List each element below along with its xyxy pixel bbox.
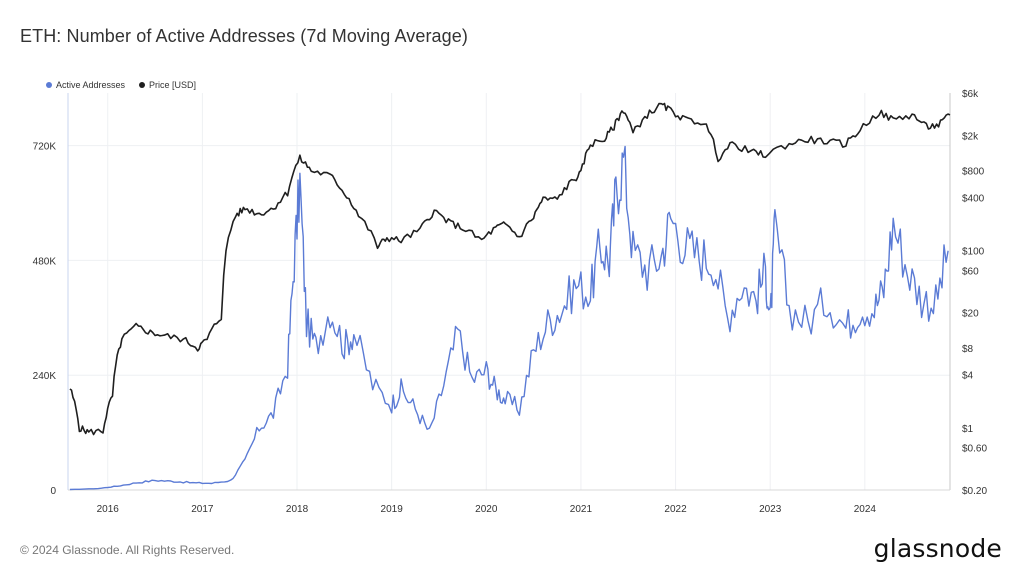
right-tick-label: $100 [962, 247, 985, 258]
left-tick-label: 240K [33, 371, 57, 382]
legend-dot-active-addresses [46, 82, 52, 88]
glassnode-logo: glassnode [873, 534, 1002, 563]
chart-title: ETH: Number of Active Addresses (7d Movi… [20, 26, 468, 46]
chart-legend: Active Addresses Price [USD] [46, 80, 196, 90]
right-tick-label: $6k [962, 89, 979, 100]
right-tick-label: $1 [962, 424, 974, 435]
x-tick-label: 2023 [759, 504, 782, 515]
x-tick-label: 2024 [854, 504, 877, 515]
x-tick-label: 2018 [286, 504, 309, 515]
right-tick-label: $2k [962, 131, 979, 142]
x-tick-label: 2021 [570, 504, 593, 515]
series-line-active-addresses [69, 145, 949, 491]
x-tick-label: 2016 [97, 504, 120, 515]
copyright-notice: © 2024 Glassnode. All Rights Reserved. [20, 543, 235, 557]
legend-label-price: Price [USD] [149, 80, 197, 90]
left-tick-label: 480K [33, 256, 57, 267]
legend-dot-price [139, 82, 146, 88]
x-tick-label: 2017 [191, 504, 214, 515]
x-tick-label: 2022 [664, 504, 687, 515]
right-tick-label: $4 [962, 371, 974, 382]
x-tick-label: 2020 [475, 504, 498, 515]
right-tick-label: $0.60 [962, 444, 987, 455]
right-tick-label: $400 [962, 193, 985, 204]
right-tick-label: $8 [962, 344, 974, 355]
legend-label-active-addresses: Active Addresses [56, 80, 126, 90]
right-tick-label: $800 [962, 167, 985, 178]
right-tick-label: $60 [962, 266, 979, 277]
left-tick-label: 0 [50, 486, 56, 497]
legend-item-active-addresses[interactable]: Active Addresses [46, 80, 125, 90]
right-tick-label: $0.20 [962, 486, 987, 497]
x-tick-label: 2019 [381, 504, 404, 515]
legend-item-price[interactable]: Price [USD] [139, 80, 196, 90]
series-line-price [69, 102, 951, 436]
left-tick-label: 720K [33, 142, 57, 153]
right-tick-label: $20 [962, 309, 979, 320]
